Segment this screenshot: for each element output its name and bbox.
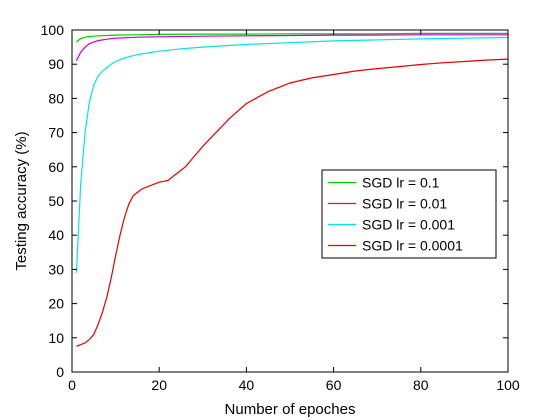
y-tick-label: 100 <box>41 22 65 38</box>
series-layer <box>75 32 509 347</box>
y-tick-label: 80 <box>48 90 64 106</box>
series-line-0 <box>76 32 508 43</box>
legend-box <box>321 169 497 259</box>
legend: SGD lr = 0.1 SGD lr = 0.01 SGD lr = 0.001 S… <box>321 169 497 259</box>
y-tick-label: 60 <box>48 159 64 175</box>
x-tick-label: 100 <box>496 377 520 393</box>
series-line-3 <box>76 58 509 347</box>
y-tick-label: 0 <box>56 364 64 380</box>
legend-label-3: SGD lr = 0.0001 <box>362 238 463 254</box>
y-tick-label: 10 <box>48 330 64 346</box>
x-axis-title: Number of epoches <box>225 401 356 418</box>
legend-label-1: SGD lr = 0.01 <box>362 196 447 212</box>
y-axis-title: Testing accuracy (%) <box>13 131 30 270</box>
x-tick-label: 40 <box>239 377 255 393</box>
ticks-layer: 0 20 40 60 80 100 0 10 20 30 40 50 60 70 80 90 100 <box>41 22 520 393</box>
series-line-1 <box>75 34 508 62</box>
y-tick-label: 30 <box>48 261 64 277</box>
legend-label-2: SGD lr = 0.001 <box>362 217 455 233</box>
x-tick-label: 80 <box>413 377 429 393</box>
legend-label-0: SGD lr = 0.1 <box>362 175 440 191</box>
y-tick-label: 40 <box>48 227 64 243</box>
x-tick-label: 20 <box>151 377 167 393</box>
y-tick-label: 90 <box>48 56 64 72</box>
y-tick-label: 70 <box>48 125 64 141</box>
y-tick-label: 20 <box>48 296 64 312</box>
x-tick-label: 60 <box>326 377 342 393</box>
series-line-2 <box>75 36 509 273</box>
x-tick-label: 0 <box>68 377 76 393</box>
y-tick-label: 50 <box>48 193 64 209</box>
